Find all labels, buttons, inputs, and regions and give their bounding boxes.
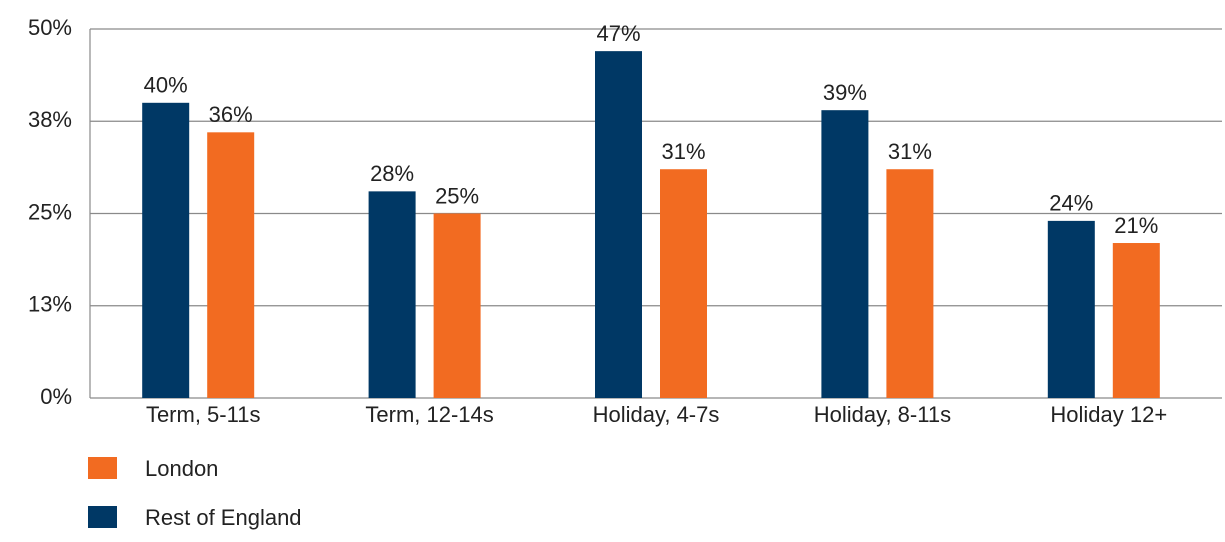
- legend-label: Rest of England: [145, 505, 302, 530]
- value-label: 28%: [370, 161, 414, 186]
- bar: [1047, 220, 1095, 398]
- y-tick-label: 50%: [28, 15, 72, 40]
- x-tick-label: Holiday, 8-11s: [814, 402, 951, 427]
- bar: [368, 191, 416, 398]
- value-label: 21%: [1114, 213, 1158, 238]
- bar: [433, 213, 481, 398]
- bar: [1112, 243, 1160, 398]
- bar: [142, 102, 190, 399]
- bar: [886, 169, 934, 398]
- value-label: 40%: [144, 73, 188, 98]
- bar: [595, 51, 642, 398]
- x-tick-label: Holiday 12+: [1050, 402, 1167, 427]
- bar: [660, 169, 707, 398]
- x-tick-label: Holiday, 4-7s: [593, 402, 720, 427]
- y-tick-label: 0%: [40, 384, 72, 409]
- y-tick-label: 13%: [28, 292, 72, 317]
- value-label: 39%: [823, 80, 867, 105]
- bar: [821, 110, 869, 399]
- bar: [207, 132, 255, 398]
- x-tick-label: Term, 12-14s: [365, 402, 493, 427]
- value-label: 47%: [596, 21, 640, 46]
- value-label: 25%: [435, 183, 479, 208]
- value-label: 31%: [888, 139, 932, 164]
- legend-swatch: [88, 457, 117, 479]
- value-label: 31%: [661, 139, 705, 164]
- value-label: 36%: [209, 102, 253, 127]
- y-tick-label: 38%: [28, 107, 72, 132]
- legend-swatch: [88, 506, 117, 528]
- y-tick-label: 25%: [28, 199, 72, 224]
- legend-label: London: [145, 456, 218, 481]
- x-tick-label: Term, 5-11s: [146, 402, 261, 427]
- value-label: 24%: [1049, 191, 1093, 216]
